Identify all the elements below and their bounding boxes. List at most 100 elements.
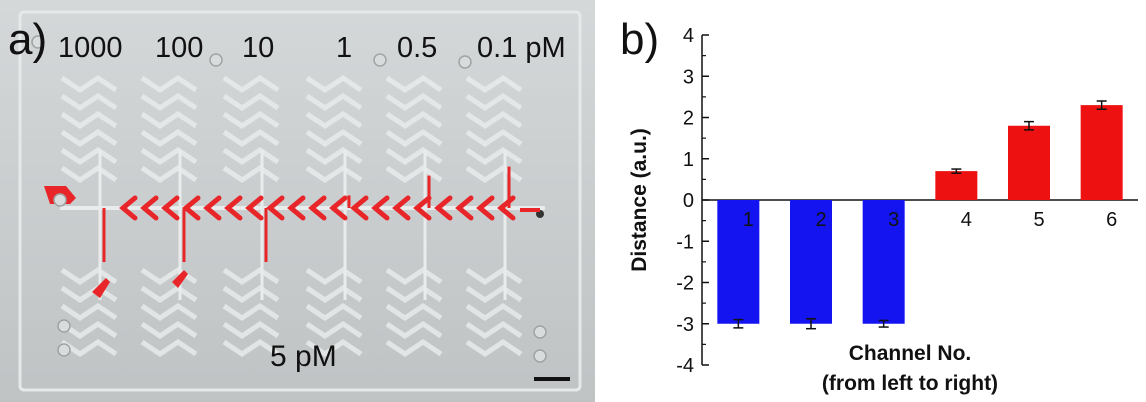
y-axis-title: Distance (a.u.) — [628, 128, 651, 272]
x-tick-label: 4 — [961, 209, 972, 231]
port-reservoir — [57, 343, 71, 357]
mixer-channel-top — [305, 110, 363, 130]
mixer-channel-bottom — [385, 338, 443, 358]
x-axis-title: Channel No. — [849, 342, 972, 365]
mixer-channel-bottom — [385, 266, 443, 286]
mixer-channel-bottom — [305, 284, 363, 304]
scale-bar — [534, 377, 570, 381]
mixer-channel-bottom — [60, 302, 118, 322]
bar-channel-5 — [1008, 125, 1050, 200]
mixer-channel-top — [140, 164, 198, 184]
mixer-channel-top — [465, 110, 523, 130]
panel-b-letter: b) — [620, 15, 660, 64]
bar-chart: -4 -3 -2 -1 0 1 2 3 4 1 2 3 4 5 6 Distance (a.u.) Cha… — [628, 25, 1138, 395]
mixer-channel-top — [222, 146, 280, 166]
mixer-channel-top — [140, 146, 198, 166]
panel-a-letter: a) — [8, 15, 48, 64]
concentration-label-1: 1000 — [58, 32, 123, 64]
mixer-channel-bottom — [305, 302, 363, 322]
mixer-channel-bottom — [465, 338, 523, 358]
dye-chevron — [455, 195, 474, 221]
port-reservoir — [209, 53, 223, 67]
dye-chevron — [140, 195, 159, 221]
mixer-channel-bottom — [140, 266, 198, 286]
mixer-channel-top — [385, 146, 443, 166]
x-tick-label: 3 — [888, 209, 899, 231]
mixer-channel-top — [385, 128, 443, 148]
mixer-channel-top — [60, 92, 118, 112]
dye-chevron — [287, 195, 306, 221]
port-reservoir — [533, 349, 547, 363]
x-axis-title-line2: (from left to right) — [822, 372, 998, 395]
mixer-channel-bottom — [385, 320, 443, 340]
mixer-channel-top — [465, 146, 523, 166]
mixer-channel-top — [222, 110, 280, 130]
mixer-channel-top — [222, 74, 280, 94]
mixer-channel-bottom — [60, 338, 118, 358]
y-tick-label: -2 — [676, 273, 694, 295]
mixer-channel-top — [222, 128, 280, 148]
mixer-channel-bottom — [140, 302, 198, 322]
x-tick-label: 5 — [1033, 209, 1044, 231]
port-reservoir — [57, 319, 71, 333]
y-axis-ticks: -4 -3 -2 -1 0 1 2 3 4 — [676, 25, 709, 377]
dye-chevron — [476, 195, 495, 221]
bar-channel-1 — [717, 200, 760, 324]
mixer-channel-top — [305, 164, 363, 184]
x-tick-label: 1 — [743, 209, 754, 231]
mixer-channel-bottom — [465, 266, 523, 286]
mixer-channel-bottom — [60, 266, 118, 286]
y-tick-label: -4 — [676, 355, 694, 377]
y-tick-label: 3 — [683, 66, 694, 88]
mixer-channel-bottom — [222, 266, 280, 286]
mixer-channel-bottom — [222, 338, 280, 358]
port-reservoir — [373, 53, 387, 67]
dye-chevron — [266, 195, 285, 221]
mixer-channel-top — [385, 164, 443, 184]
mixer-channel-bottom — [140, 284, 198, 304]
mixer-channel-top — [222, 164, 280, 184]
y-tick-label: 0 — [683, 190, 694, 212]
mixer-channel-bottom — [465, 302, 523, 322]
mixer-channel-bottom — [222, 284, 280, 304]
mixer-channel-top — [465, 92, 523, 112]
x-tick-label: 2 — [815, 209, 826, 231]
mixer-channel-top — [465, 128, 523, 148]
mixer-channel-bottom — [60, 284, 118, 304]
mixer-channel-top — [140, 92, 198, 112]
dye-chevron — [413, 195, 432, 221]
mixer-channel-top — [385, 110, 443, 130]
x-tick-label: 6 — [1106, 209, 1117, 231]
panel-a-chip-photo: a) 1000 100 10 1 0.5 0.1 pM 5 pM — [0, 0, 595, 402]
mixer-channel-bottom — [222, 320, 280, 340]
mixer-channel-bottom — [385, 284, 443, 304]
port-reservoir — [533, 325, 547, 339]
y-tick-label: 1 — [683, 149, 694, 171]
dye-chevron — [224, 195, 243, 221]
mixer-channel-top — [305, 128, 363, 148]
sample-concentration-label: 5 pM — [270, 340, 337, 373]
mixer-channel-bottom — [305, 320, 363, 340]
chip-channel-structures — [31, 35, 547, 363]
dye-reservoir-1 — [92, 278, 110, 298]
dye-chevron — [245, 195, 264, 221]
mixer-channel-top — [60, 74, 118, 94]
port-reservoir — [458, 55, 472, 69]
chip-inner-border — [18, 10, 582, 392]
mixer-channel-bottom — [465, 320, 523, 340]
dye-chevron — [182, 195, 201, 221]
dye-chevron — [350, 195, 369, 221]
dye-chevron — [308, 195, 327, 221]
mixer-channel-bottom — [140, 338, 198, 358]
mixer-channel-bottom — [140, 320, 198, 340]
concentration-label-5: 0.5 — [397, 32, 438, 64]
bars — [717, 100, 1123, 330]
concentration-label-3: 10 — [242, 32, 275, 64]
dye-chevron — [392, 195, 411, 221]
mixer-channel-top — [140, 128, 198, 148]
bar-channel-3 — [862, 200, 905, 324]
y-tick-label: -3 — [676, 314, 694, 336]
mixer-channel-bottom — [385, 302, 443, 322]
dye-reservoir-2 — [172, 270, 188, 288]
mixer-channel-bottom — [305, 338, 363, 358]
